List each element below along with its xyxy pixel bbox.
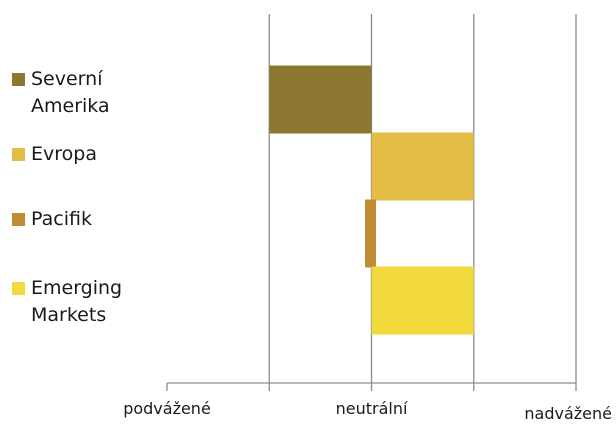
bar-pacifik <box>365 199 376 268</box>
legend-item-emerging-markets: Emerging Markets <box>12 275 161 329</box>
legend-swatch-severni-amerika <box>12 73 25 86</box>
x-tick-label-nadvazene: nadvážené <box>524 404 612 423</box>
legend-item-pacifik: Pacifik <box>12 206 161 233</box>
legend-swatch-evropa <box>12 148 25 161</box>
legend-swatch-emerging-markets <box>12 282 25 295</box>
x-tick-label-podvazene: podvážené <box>123 399 211 418</box>
legend-swatch-pacifik <box>12 213 25 226</box>
bar-emerging-markets <box>371 266 474 335</box>
x-tick-label-neutralni: neutrální <box>336 399 408 418</box>
x-axis <box>166 382 577 391</box>
legend-item-severni-amerika: Severní Amerika <box>12 66 161 120</box>
legend-label-pacifik: Pacifik <box>31 208 92 230</box>
legend-label-severni-amerika: Severní Amerika <box>31 68 110 117</box>
bars <box>269 65 474 335</box>
legend-item-evropa: Evropa <box>12 141 161 168</box>
legend-label-evropa: Evropa <box>31 143 97 165</box>
legend-label-emerging-markets: Emerging Markets <box>31 277 123 326</box>
x-tick-labels: podvážené neutrální nadvážené <box>123 399 612 423</box>
bar-severni-amerika <box>269 65 372 134</box>
bar-evropa <box>371 132 474 201</box>
